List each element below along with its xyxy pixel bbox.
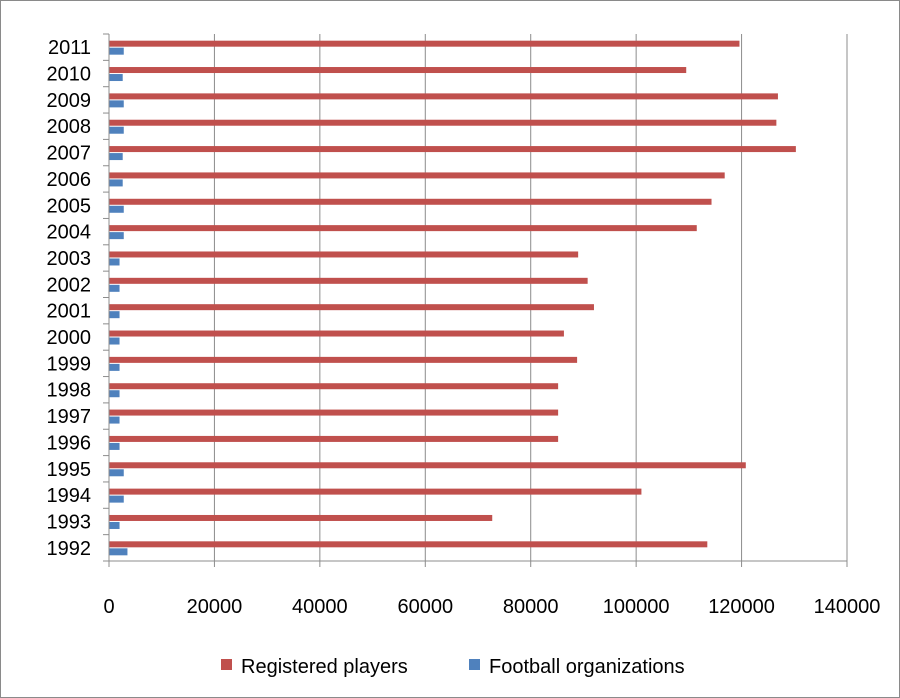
bar-registered-players-1999 (109, 356, 578, 363)
bar-registered-players-2011 (109, 40, 740, 47)
legend-label-registered-players: Registered players (241, 656, 408, 678)
bar-football-organizations-2004 (109, 232, 124, 240)
bar-football-organizations-1997 (109, 416, 120, 424)
bar-registered-players-2010 (109, 67, 687, 74)
y-tick-label: 1996 (47, 432, 92, 454)
bar-registered-players-2009 (109, 93, 778, 100)
y-tick-label: 1992 (47, 538, 92, 560)
y-tick-label: 2009 (47, 90, 92, 112)
y-tick-label: 2003 (47, 248, 92, 270)
gridlines (213, 34, 848, 561)
bar-football-organizations-2007 (109, 153, 123, 161)
x-tick-label: 60000 (397, 596, 453, 618)
y-tick-label: 2008 (47, 116, 92, 138)
bar-football-organizations-2011 (109, 47, 124, 55)
legend-swatch-registered-players (221, 659, 232, 670)
bar-registered-players-1994 (109, 488, 642, 495)
y-tick-label: 1993 (47, 511, 92, 533)
legend: Registered players Football organizations (221, 656, 685, 678)
bar-registered-players-1995 (109, 462, 746, 469)
y-tick-label: 2001 (47, 301, 92, 323)
y-tick-label: 1997 (47, 406, 92, 428)
bar-registered-players-2005 (109, 198, 712, 205)
x-tick-label: 20000 (187, 596, 243, 618)
legend-label-football-organizations: Football organizations (489, 656, 685, 678)
bar-football-organizations-2006 (109, 179, 123, 187)
y-tick-label: 1999 (47, 353, 92, 375)
bar-football-organizations-2002 (109, 284, 120, 292)
bar-registered-players-1992 (109, 541, 708, 548)
legend-swatch-football-organizations (469, 659, 480, 670)
bar-registered-players-2008 (109, 119, 777, 126)
y-tick-label: 2004 (47, 222, 92, 244)
y-tick-label: 1998 (47, 380, 92, 402)
x-tick-label: 80000 (503, 596, 559, 618)
bar-football-organizations-1998 (109, 390, 120, 398)
y-tick-labels: 1992 1993 1994 1995 1996 1997 1998 1999 2000 2001… (47, 37, 92, 560)
bar-football-organizations-1995 (109, 469, 124, 477)
y-tick-label: 1995 (47, 459, 92, 481)
bar-football-organizations-2008 (109, 126, 124, 134)
x-tick-label: 140000 (814, 596, 881, 618)
x-tick-labels: 0 20000 40000 60000 80000 100000 120000 140000 (103, 596, 880, 618)
x-tick-label: 0 (103, 596, 114, 618)
y-tick-label: 2000 (47, 327, 92, 349)
bar-football-organizations-2010 (109, 74, 123, 82)
bar-registered-players-2006 (109, 172, 725, 179)
bar-registered-players-1998 (109, 383, 559, 390)
bar-registered-players-1993 (109, 514, 493, 521)
x-tick-label: 40000 (292, 596, 348, 618)
bar-registered-players-1997 (109, 409, 559, 416)
bar-football-organizations-2009 (109, 100, 124, 108)
bar-football-organizations-2000 (109, 337, 120, 345)
bar-football-organizations-2001 (109, 311, 120, 319)
bar-football-organizations-1992 (109, 548, 128, 556)
bar-registered-players-2002 (109, 277, 588, 284)
x-tick-label: 120000 (708, 596, 775, 618)
y-tick-label: 2005 (47, 195, 92, 217)
bar-registered-players-2004 (109, 225, 697, 232)
bar-football-organizations-2003 (109, 258, 120, 266)
bar-football-organizations-1999 (109, 363, 120, 371)
y-tick-label: 2006 (47, 169, 92, 191)
y-tick-label: 2010 (47, 64, 92, 86)
bar-registered-players-2007 (109, 146, 796, 153)
bar-football-organizations-1993 (109, 521, 120, 529)
bar-registered-players-1996 (109, 435, 559, 442)
y-tick-label: 1994 (47, 485, 92, 507)
axes (103, 33, 848, 567)
bar-football-organizations-1996 (109, 442, 120, 450)
bar-registered-players-2000 (109, 330, 564, 337)
bar-football-organizations-1994 (109, 495, 124, 503)
bar-registered-players-2001 (109, 304, 594, 311)
bar-registered-players-2003 (109, 251, 579, 258)
y-tick-label: 2011 (48, 37, 91, 59)
y-tick-label: 2002 (47, 274, 92, 296)
bars (109, 40, 796, 556)
bar-football-organizations-2005 (109, 205, 124, 213)
x-tick-label: 100000 (603, 596, 670, 618)
y-tick-label: 2007 (47, 143, 92, 165)
